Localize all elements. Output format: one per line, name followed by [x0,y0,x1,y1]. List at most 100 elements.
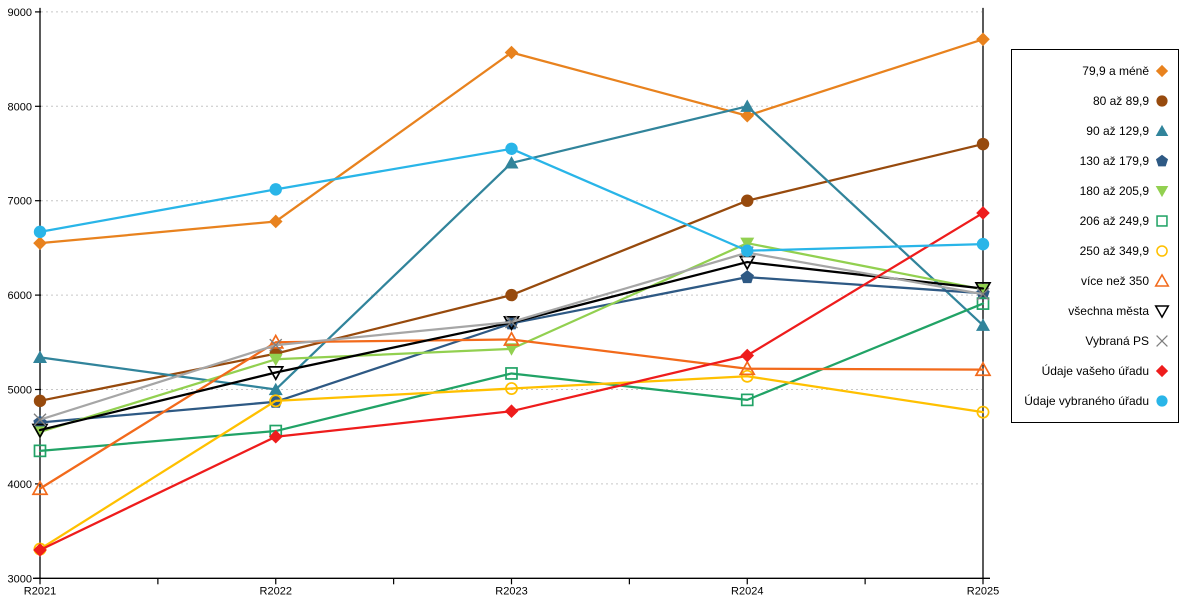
marker-triangle-down-open [31,423,49,439]
marker-triangle-up-open [974,361,992,377]
y-axis-label: 9000 [8,7,32,19]
y-axis-label: 3000 [8,573,32,585]
marker-triangle-down-open [974,282,992,298]
marker-diamond-filled [976,206,990,220]
legend-label: 80 až 89,9 [1092,94,1149,108]
marker-triangle-up-filled [268,382,283,396]
legend-marker-icon [1156,395,1168,407]
x-axis-label: R2023 [495,585,527,597]
legend-item: 80 až 89,9 [1020,86,1170,116]
marker-diamond-filled [33,236,47,250]
series-line [38,38,985,245]
marker-square-open [976,297,990,310]
marker-triangle-up-filled [740,99,755,112]
chart-legend: 79,9 a méně 80 až 89,9 90 až 129,9 130 až 1… [1011,49,1179,423]
series-10 [33,206,990,557]
marker-circle-filled [33,225,47,239]
y-axis-label: 5000 [8,385,32,397]
legend-marker-icon [1155,185,1169,198]
legend-marker-icon [1155,124,1169,137]
marker-triangle-down-open [267,366,285,382]
legend-item: 79,9 a méně [1020,56,1170,86]
y-axis-label: 8000 [8,101,32,113]
series-line [38,242,985,434]
x-axis-label: R2024 [731,585,763,597]
series-line [38,375,985,551]
legend-label: 206 až 249,9 [1079,214,1149,228]
marker-triangle-up-filled [976,318,990,331]
marker-circle-filled [269,183,282,196]
marker-circle-filled [741,194,754,207]
marker-circle-open [505,382,518,396]
legend-label: všechna města [1068,304,1149,318]
legend-item: 206 až 249,9 [1020,206,1170,236]
marker-triangle-down-filled [740,237,755,250]
marker-square-open [505,367,518,380]
legend-label: více než 350 [1080,274,1149,288]
marker-triangle-up-open [738,360,756,376]
marker-circle-open [976,405,990,419]
legend-marker-icon [1156,335,1168,347]
legend-marker-icon [1155,64,1169,78]
series-line [38,302,985,452]
legend-marker-icon [1155,154,1169,167]
marker-triangle-up-filled [33,350,47,364]
marker-x-cross [505,315,518,329]
legend-item: 250 až 349,9 [1020,236,1170,266]
marker-triangle-up-open [31,480,49,496]
legend-marker-icon [1154,305,1170,319]
legend-label: 180 až 205,9 [1079,184,1149,198]
legend-marker-icon [1156,95,1168,107]
marker-triangle-up-filled [504,156,519,169]
legend-label: 79,9 a méně [1082,64,1149,78]
legend-item: všechna města [1020,296,1170,326]
legend-label: Vybraná PS [1085,334,1149,348]
marker-circle-open [269,394,283,408]
marker-diamond-filled [268,429,283,444]
marker-circle-filled [741,244,754,257]
marker-diamond-filled [740,348,755,363]
marker-pentagon-filled [740,270,754,284]
marker-triangle-up-open [503,330,520,346]
marker-triangle-down-filled [976,283,990,297]
legend-label: 250 až 349,9 [1079,244,1149,258]
series-6 [33,369,990,556]
legend-marker-icon [1156,245,1168,257]
marker-triangle-down-filled [504,343,519,356]
legend-item: Údaje vašeho úřadu [1020,356,1170,386]
marker-x-cross [33,413,47,427]
legend-label: Údaje vybraného úřadu [1024,394,1149,408]
legend-marker-icon [1156,215,1168,227]
legend-item: 180 až 205,9 [1020,176,1170,206]
marker-square-open [33,444,47,458]
y-axis-label: 7000 [8,196,32,208]
y-axis-label: 6000 [8,290,32,302]
marker-diamond-filled [976,32,990,47]
marker-circle-filled [505,142,518,155]
series-9 [33,246,990,427]
series-0 [33,32,990,250]
marker-square-open [740,393,754,407]
marker-circle-filled [976,237,990,251]
x-axis-label: R2025 [967,585,999,597]
marker-circle-filled [976,137,990,151]
series-11 [33,142,990,257]
legend-item: 90 až 129,9 [1020,116,1170,146]
legend-marker-icon [1154,273,1170,287]
legend-item: Vybraná PS [1020,326,1170,356]
legend-label: Údaje vašeho úřadu [1041,364,1149,378]
marker-x-cross [269,338,283,352]
marker-circle-open [740,369,754,383]
marker-x-cross [976,287,990,301]
legend-item: více než 350 [1020,266,1170,296]
y-axis-label: 4000 [8,479,32,491]
x-axis-label: R2022 [260,585,292,597]
series-2 [33,99,990,396]
series-line [38,211,985,552]
marker-triangle-down-filled [268,353,283,367]
marker-circle-filled [505,288,518,302]
marker-circle-filled [33,394,47,408]
x-axis-label: R2021 [24,585,56,597]
